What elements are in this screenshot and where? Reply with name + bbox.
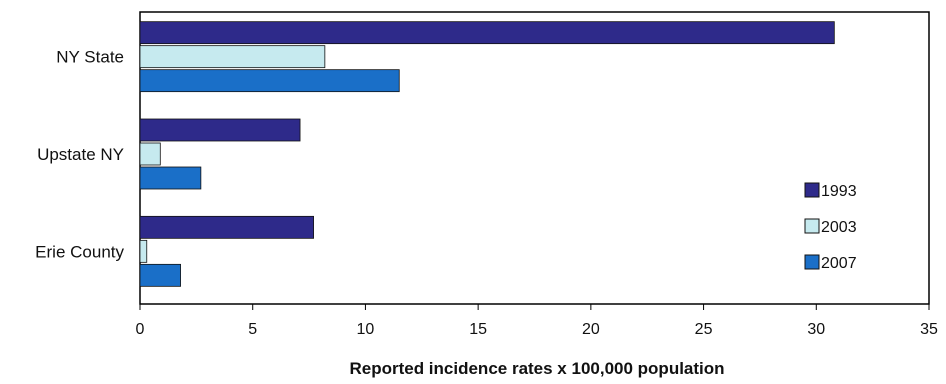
legend-label-2007: 2007 — [821, 255, 857, 272]
x-tick-label: 0 — [136, 321, 145, 338]
x-tick-label: 15 — [469, 321, 487, 338]
category-label: Upstate NY — [37, 145, 124, 164]
bar-2003-upstate-ny — [139, 142, 161, 166]
legend-label-2003: 2003 — [821, 219, 857, 236]
bar-1993-erie-county — [139, 215, 314, 239]
x-tick-label: 10 — [357, 321, 375, 338]
bar-2007-ny-state — [139, 69, 400, 93]
legend-swatch-1993 — [804, 182, 820, 198]
bar-2003-ny-state — [139, 45, 326, 69]
x-tick-label: 30 — [807, 321, 825, 338]
bar-1993-ny-state — [139, 21, 835, 45]
bar-2003-erie-county — [139, 239, 148, 263]
bar-2007-erie-county — [139, 263, 181, 287]
x-tick-label: 25 — [695, 321, 713, 338]
legend-label-1993: 1993 — [821, 183, 857, 200]
x-axis-title: Reported incidence rates x 100,000 popul… — [349, 359, 724, 378]
bar-1993-upstate-ny — [139, 118, 301, 142]
x-tick-label: 5 — [248, 321, 257, 338]
category-label: NY State — [56, 48, 124, 67]
category-label: Erie County — [35, 242, 124, 261]
x-tick-label: 35 — [920, 321, 938, 338]
bar-2007-upstate-ny — [139, 166, 202, 190]
legend-swatch-2007 — [804, 254, 820, 270]
legend-swatch-2003 — [804, 218, 820, 234]
x-tick-label: 20 — [582, 321, 600, 338]
